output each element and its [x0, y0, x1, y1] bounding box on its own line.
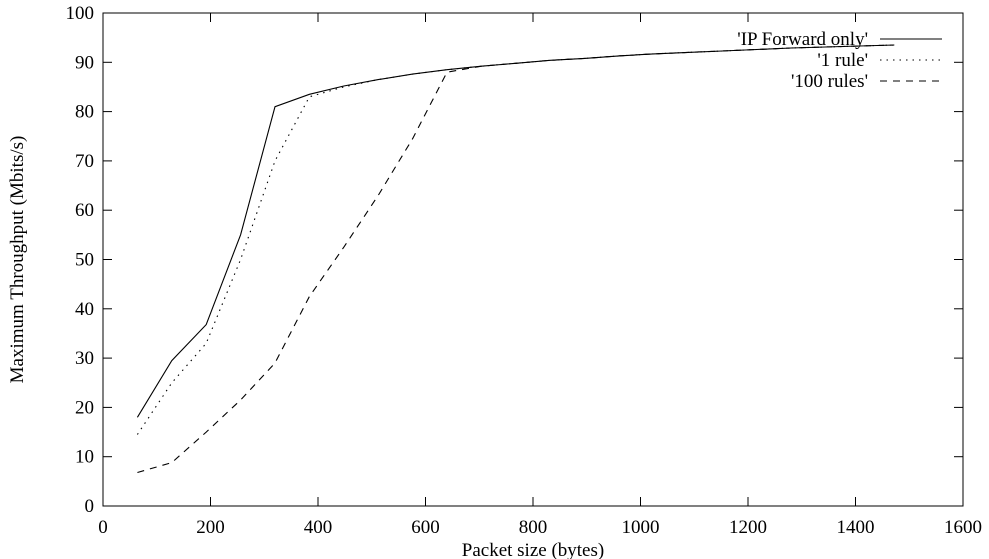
- legend-label: '1 rule': [817, 50, 868, 71]
- y-axis-title: Maximum Throughput (Mbits/s): [7, 136, 28, 384]
- series-layer: [137, 45, 894, 473]
- x-tick-label: 1400: [837, 517, 875, 538]
- legend-label: 'IP Forward only': [737, 29, 868, 50]
- x-tick-label: 1200: [729, 517, 767, 538]
- series-line-3: [137, 45, 894, 473]
- y-tick-label: 70: [75, 151, 94, 172]
- legend: 'IP Forward only''1 rule''100 rules': [737, 29, 942, 92]
- x-tick-label: 400: [304, 517, 333, 538]
- y-tick-label: 60: [75, 200, 94, 221]
- x-tick-label: 1600: [944, 517, 982, 538]
- x-tick-label: 800: [519, 517, 548, 538]
- legend-label: '100 rules': [791, 71, 868, 92]
- x-tick-label: 200: [196, 517, 225, 538]
- x-tick-label: 0: [98, 517, 108, 538]
- x-axis-title: Packet size (bytes): [462, 540, 604, 559]
- y-tick-label: 20: [75, 397, 94, 418]
- y-tick-label: 50: [75, 250, 94, 271]
- series-line-2: [137, 45, 894, 435]
- y-tick-label: 0: [85, 496, 95, 517]
- x-tick-label: 1000: [622, 517, 660, 538]
- y-tick-label: 30: [75, 348, 94, 369]
- y-tick-label: 10: [75, 447, 94, 468]
- x-tick-label: 600: [411, 517, 440, 538]
- y-tick-label: 40: [75, 299, 94, 320]
- y-tick-label: 100: [66, 3, 95, 24]
- y-tick-label: 80: [75, 102, 94, 123]
- y-tick-label: 90: [75, 52, 94, 73]
